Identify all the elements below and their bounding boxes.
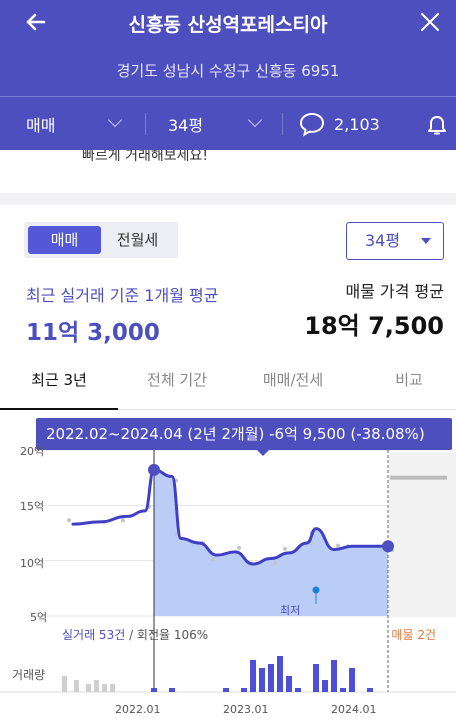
size-select-label: 34평 [365, 231, 401, 250]
toggle-sale[interactable]: 매매 [28, 226, 101, 254]
volume-bar [151, 688, 157, 692]
volume-bar-old [86, 684, 91, 692]
trade-type-toggle: 매매 전월세 [24, 222, 178, 258]
volume-bar-old [74, 680, 79, 692]
bell-icon[interactable] [424, 112, 450, 138]
volume-bar [268, 664, 274, 692]
filter-bar: 매매 34평 2,103 [0, 96, 456, 150]
section-divider [0, 193, 456, 205]
volume-bar [259, 668, 265, 692]
avg-price-label: 최근 실거래 기준 1개월 평균 [26, 286, 219, 305]
turnover-rate: / 회전율 106% [125, 628, 209, 642]
min-marker-dot [312, 586, 320, 594]
truncated-banner-text: 빠르게 거래해보세요! [82, 150, 208, 164]
volume-bar [286, 676, 292, 692]
caret-down-icon [421, 238, 431, 244]
volume-bar [277, 656, 283, 692]
x-tick-2022: 2022.01 [115, 703, 161, 716]
trade-dot [336, 543, 340, 548]
volume-bar [349, 668, 355, 692]
header: 신흥동 산성역포레스티아 경기도 성남시 수정구 신흥동 6951 매매 34평… [0, 0, 456, 150]
page-title: 신흥동 산성역포레스티아 [128, 14, 328, 36]
listing-price-bar [390, 475, 447, 480]
volume-bar [223, 688, 229, 692]
volume-bars [62, 656, 373, 692]
y-tick-20: 20억 [20, 445, 45, 458]
divider [145, 113, 146, 135]
volume-bar [331, 660, 337, 692]
tooltip-arrow [256, 449, 270, 456]
selection-start-point[interactable] [148, 463, 160, 476]
volume-bar [322, 680, 328, 692]
volume-bar [169, 688, 175, 692]
selection-end-point[interactable] [382, 540, 394, 553]
volume-bar [340, 688, 346, 692]
volume-bar-old [94, 680, 99, 692]
trade-dot [121, 518, 125, 523]
volume-bar-old [62, 676, 67, 692]
address: 경기도 성남시 수정구 신흥동 6951 [116, 62, 340, 80]
x-tick-2024: 2024.01 [331, 703, 377, 716]
volume-bar-old [102, 684, 107, 692]
trade-dot [67, 518, 71, 523]
asking-price-value: 18억 7,500 [304, 312, 444, 340]
tab-all-period[interactable]: 전체 기간 [147, 371, 207, 389]
toggle-rent[interactable]: 전월세 [116, 231, 159, 249]
x-tick-2023: 2023.01 [223, 703, 269, 716]
size-dropdown[interactable]: 34평 [168, 97, 268, 151]
tab-compare[interactable]: 비교 [395, 371, 423, 389]
y-tick-15: 15억 [20, 500, 45, 513]
trade-dot [283, 546, 287, 551]
back-arrow-icon[interactable] [20, 6, 52, 38]
volume-label: 거래량 [12, 668, 46, 682]
volume-bar [367, 688, 373, 692]
volume-bar [295, 688, 301, 692]
volume-bar [250, 660, 256, 692]
comment-count: 2,103 [334, 114, 380, 134]
title-bar: 신흥동 산성역포레스티아 [0, 0, 456, 46]
size-select[interactable]: 34평 [346, 222, 444, 260]
price-area [154, 469, 388, 616]
trade-type-dropdown[interactable]: 매매 [26, 97, 136, 151]
trade-type-label: 매매 [26, 116, 56, 135]
size-label: 34평 [168, 116, 204, 135]
avg-price-value: 11억 3,000 [26, 320, 160, 346]
price-line [71, 468, 390, 566]
period-change-tooltip: 2022.02~2024.04 (2년 2개월) -6억 9,500 (-38.… [36, 418, 452, 450]
close-icon[interactable] [414, 6, 446, 38]
period-tabs: 최근 3년 전체 기간 매매/전세 비교 [0, 360, 456, 410]
trade-stats: 실거래 53건 / 회전율 106% [62, 626, 208, 643]
tab-recent-3y[interactable]: 최근 3년 [0, 360, 118, 410]
volume-bar [241, 688, 247, 692]
listing-count: 매물 2건 [391, 628, 436, 642]
trade-dot [237, 545, 241, 550]
y-tick-10: 10억 [20, 557, 45, 570]
divider [282, 113, 283, 135]
tab-sale-rent[interactable]: 매매/전세 [262, 371, 324, 389]
asking-price-label: 매물 가격 평균 [345, 282, 445, 301]
y-tick-5: 5억 [30, 611, 48, 624]
volume-bar-old [110, 684, 115, 692]
comment-bubble-icon [299, 112, 325, 137]
trade-dot [211, 557, 215, 562]
trade-dot [273, 560, 277, 565]
comments-button[interactable]: 2,103 [298, 97, 398, 151]
volume-bar [313, 664, 319, 692]
min-price-label: 최저 [280, 604, 301, 617]
trade-count: 실거래 53건 [62, 628, 126, 642]
